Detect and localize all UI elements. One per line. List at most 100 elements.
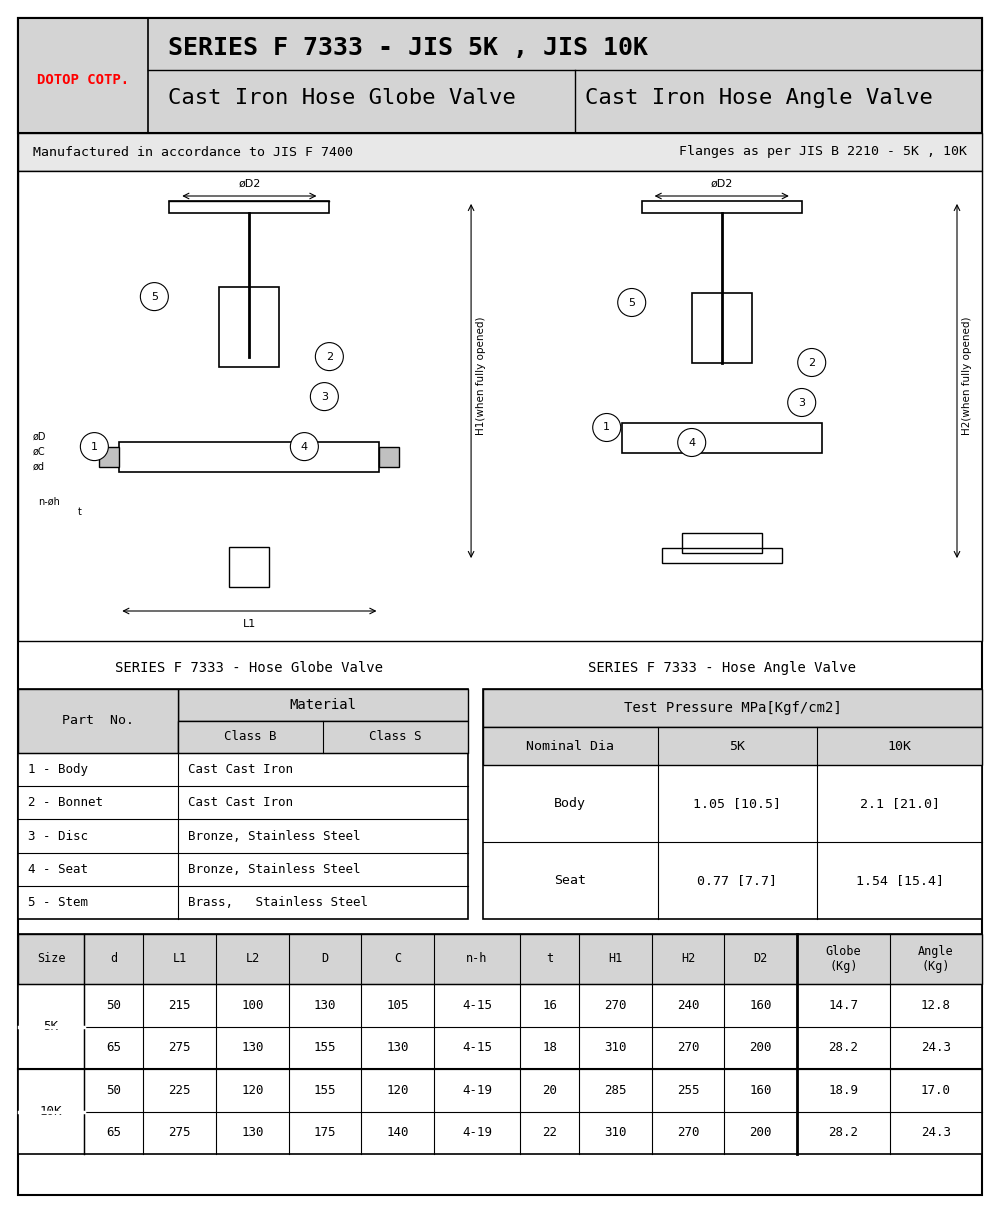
Bar: [178, 721, 468, 753]
Text: 160: 160: [750, 998, 772, 1012]
Bar: [18, 689, 468, 919]
Text: 270: 270: [677, 1041, 699, 1054]
Text: 5: 5: [628, 297, 635, 308]
Text: Bronze, Stainless Steel: Bronze, Stainless Steel: [188, 830, 360, 843]
Text: 3: 3: [798, 398, 805, 408]
Circle shape: [678, 428, 706, 456]
Text: 275: 275: [169, 1126, 191, 1139]
Text: 120: 120: [386, 1083, 409, 1097]
Text: Cast Cast Iron: Cast Cast Iron: [188, 796, 293, 809]
Text: 4 - Seat: 4 - Seat: [28, 862, 88, 876]
Circle shape: [310, 382, 338, 410]
Bar: [18, 133, 982, 171]
Bar: [229, 547, 269, 587]
Text: 285: 285: [604, 1083, 627, 1097]
Text: H2(when fully opened): H2(when fully opened): [962, 317, 972, 435]
Bar: [219, 286, 279, 366]
Text: Part  No.: Part No.: [62, 714, 134, 728]
Text: 155: 155: [314, 1041, 336, 1054]
Text: 4-15: 4-15: [462, 1041, 492, 1054]
Text: 4: 4: [688, 438, 695, 448]
Text: 5K: 5K: [729, 740, 745, 752]
Text: 4-19: 4-19: [462, 1126, 492, 1139]
Text: 5K: 5K: [44, 1020, 59, 1033]
Text: 4-19: 4-19: [462, 1083, 492, 1097]
Text: 14.7: 14.7: [828, 998, 858, 1012]
Text: Bronze, Stainless Steel: Bronze, Stainless Steel: [188, 862, 360, 876]
Circle shape: [618, 289, 646, 317]
Text: 120: 120: [241, 1083, 264, 1097]
Text: 12.8: 12.8: [921, 998, 951, 1012]
Text: H2: H2: [681, 952, 695, 966]
Bar: [483, 689, 982, 727]
Text: C: C: [394, 952, 401, 966]
Text: 130: 130: [314, 998, 336, 1012]
Text: SERIES F 7333 - JIS 5K , JIS 10K: SERIES F 7333 - JIS 5K , JIS 10K: [168, 36, 648, 59]
Text: 4: 4: [301, 442, 308, 451]
Text: SERIES F 7333 - Hose Angle Valve: SERIES F 7333 - Hose Angle Valve: [588, 661, 856, 674]
Bar: [682, 533, 762, 552]
Circle shape: [80, 433, 108, 461]
Bar: [119, 442, 379, 472]
Text: Cast Cast Iron: Cast Cast Iron: [188, 763, 293, 776]
Text: Manufactured in accordance to JIS F 7400: Manufactured in accordance to JIS F 7400: [33, 146, 353, 159]
Bar: [18, 689, 178, 753]
Text: øD2: øD2: [238, 180, 261, 189]
Text: Angle
(Kg): Angle (Kg): [918, 945, 954, 973]
Bar: [483, 689, 982, 919]
Text: 28.2: 28.2: [828, 1041, 858, 1054]
Text: L1: L1: [173, 952, 187, 966]
Bar: [483, 727, 982, 765]
Circle shape: [140, 283, 168, 311]
Text: 1.05 [10.5]: 1.05 [10.5]: [693, 797, 781, 810]
Text: 20: 20: [542, 1083, 557, 1097]
Text: H1(when fully opened): H1(when fully opened): [476, 317, 486, 435]
Text: Brass,   Stainless Steel: Brass, Stainless Steel: [188, 896, 368, 909]
Text: 255: 255: [677, 1083, 699, 1097]
Text: 130: 130: [241, 1041, 264, 1054]
Bar: [642, 201, 802, 213]
Text: 275: 275: [169, 1041, 191, 1054]
Text: 50: 50: [106, 998, 121, 1012]
Text: 18.9: 18.9: [828, 1083, 858, 1097]
Text: 130: 130: [386, 1041, 409, 1054]
Text: DOTOP
CORPORATION: DOTOP CORPORATION: [274, 742, 726, 859]
Text: Test Pressure MPa[Kgf/cm2]: Test Pressure MPa[Kgf/cm2]: [624, 701, 841, 714]
Text: 28.2: 28.2: [828, 1126, 858, 1139]
Text: 225: 225: [169, 1083, 191, 1097]
Text: n-h: n-h: [466, 952, 488, 966]
Bar: [662, 547, 782, 563]
Text: Cast Iron Hose Angle Valve: Cast Iron Hose Angle Valve: [585, 89, 933, 108]
Text: 2 - Bonnet: 2 - Bonnet: [28, 796, 103, 809]
Text: 65: 65: [106, 1126, 121, 1139]
Text: 310: 310: [604, 1041, 627, 1054]
Bar: [169, 201, 329, 213]
Text: 160: 160: [750, 1083, 772, 1097]
Circle shape: [798, 348, 826, 376]
Text: 215: 215: [169, 998, 191, 1012]
Bar: [178, 689, 468, 721]
Text: Flanges as per JIS B 2210 - 5K , 10K: Flanges as per JIS B 2210 - 5K , 10K: [679, 146, 967, 159]
Text: 1.54 [15.4]: 1.54 [15.4]: [856, 875, 944, 887]
Text: 175: 175: [314, 1126, 336, 1139]
Circle shape: [290, 433, 318, 461]
Bar: [18, 934, 982, 984]
Text: Globe
(Kg): Globe (Kg): [826, 945, 861, 973]
Text: 240: 240: [677, 998, 699, 1012]
Text: Class B: Class B: [224, 730, 277, 744]
Text: 22: 22: [542, 1126, 557, 1139]
Text: Seat: Seat: [554, 875, 586, 887]
Text: 130: 130: [241, 1126, 264, 1139]
Text: 10K: 10K: [888, 740, 912, 752]
Text: Body: Body: [554, 797, 586, 810]
Text: øD: øD: [33, 432, 46, 442]
Circle shape: [593, 414, 621, 442]
Bar: [622, 422, 822, 452]
Text: Nominal Dia: Nominal Dia: [526, 740, 614, 752]
Text: 65: 65: [106, 1041, 121, 1054]
Text: 10K: 10K: [40, 1105, 62, 1118]
Bar: [18, 171, 982, 640]
Text: 2: 2: [808, 358, 815, 368]
Text: 105: 105: [386, 998, 409, 1012]
Text: 2: 2: [326, 352, 333, 361]
